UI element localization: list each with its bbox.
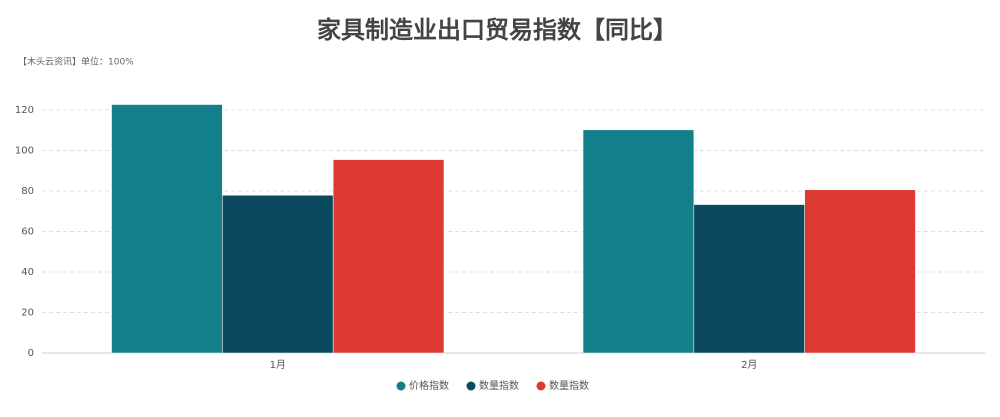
x-tick-label: 1月 (270, 359, 286, 371)
bar (111, 104, 223, 354)
legend-label: 数量指数 (479, 379, 519, 392)
legend-label: 数量指数 (549, 379, 589, 392)
bar (804, 189, 916, 354)
x-tick-label: 2月 (741, 359, 757, 371)
y-tick-label: 0 (28, 348, 34, 359)
chart-subtitle: 【木头云资讯】单位：100% (18, 56, 134, 68)
y-tick-label: 80 (21, 186, 34, 197)
y-tick-label: 20 (21, 308, 34, 319)
legend-marker (536, 381, 546, 391)
bar (222, 195, 334, 354)
y-tick-label: 60 (21, 227, 34, 238)
legend-marker (396, 381, 406, 391)
bar (332, 159, 445, 354)
y-tick-label: 120 (15, 105, 34, 116)
bar (582, 129, 695, 354)
y-tick-label: 40 (21, 267, 34, 278)
y-tick-label: 100 (15, 146, 34, 157)
legend-label: 价格指数 (409, 379, 449, 392)
chart-title: 家具制造业出口贸易指数【同比】 (317, 16, 677, 44)
legend-marker (466, 381, 476, 391)
bar (693, 204, 805, 354)
